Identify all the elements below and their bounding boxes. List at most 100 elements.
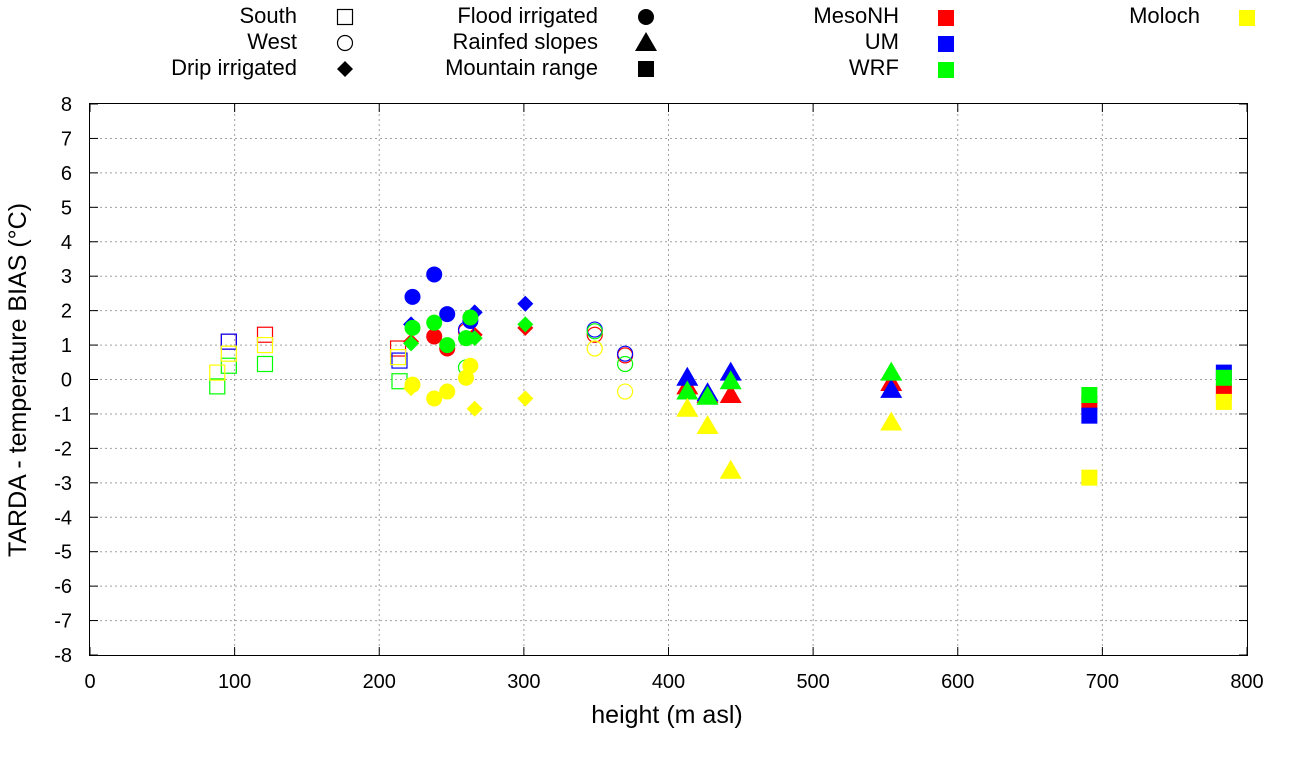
y-tick-label: 4 — [61, 232, 72, 254]
point-wrf-west — [586, 323, 603, 340]
x-axis-title: height (m asl) — [591, 701, 742, 729]
legend-swatch-moloch — [1239, 10, 1255, 26]
point-wrf-flood-irrigated — [439, 337, 456, 354]
y-tick-label: 1 — [61, 335, 72, 357]
legend-marker-flood-irrigated — [638, 9, 654, 25]
legend-marker-drip-irrigated — [337, 61, 353, 77]
point-um-flood-irrigated — [439, 306, 456, 323]
legend-label-rainfed-slopes: Rainfed slopes — [452, 29, 598, 54]
y-tick-label: 2 — [61, 301, 72, 323]
point-wrf-rainfed-slopes — [880, 361, 903, 381]
point-moloch-rainfed-slopes — [880, 411, 903, 431]
y-tick-label: 6 — [61, 163, 72, 185]
y-tick-label: -6 — [54, 576, 72, 598]
x-tick-label: 400 — [652, 671, 685, 693]
legend-swatch-um — [938, 36, 954, 52]
point-moloch-west — [617, 383, 634, 400]
y-tick-label: -4 — [54, 507, 72, 529]
point-moloch-flood-irrigated — [439, 383, 456, 400]
legend-marker-mountain-range — [638, 61, 654, 77]
x-tick-label: 300 — [507, 671, 540, 693]
x-tick-label: 100 — [218, 671, 251, 693]
y-tick-label: -7 — [54, 611, 72, 633]
legend-marker-south — [336, 8, 354, 26]
point-mesonh-south — [256, 326, 274, 343]
point-moloch-rainfed-slopes — [719, 459, 742, 479]
legend-label-mountain-range: Mountain range — [445, 55, 598, 80]
y-tick-label: -2 — [54, 438, 72, 460]
point-um-flood-irrigated — [404, 288, 421, 305]
y-tick-label: -8 — [54, 645, 72, 667]
point-wrf-drip-irrigated — [517, 316, 534, 333]
point-moloch-drip-irrigated — [517, 390, 534, 407]
y-tick-label: -1 — [54, 404, 72, 426]
point-wrf-mountain-range — [1215, 369, 1232, 386]
legend-marker-rainfed-slopes — [635, 32, 657, 51]
point-wrf-west — [617, 355, 634, 373]
point-moloch-flood-irrigated — [458, 369, 475, 386]
point-moloch-mountain-range — [1215, 393, 1232, 410]
point-moloch-south — [220, 345, 237, 362]
ticks: 0 100 200 300 400 500 600 700 800 8 7 6 5 4 3 2 1 0 -1 -2 -3… — [54, 94, 1263, 693]
point-mesonh-south — [220, 333, 237, 350]
point-um-west — [617, 345, 634, 362]
data-points — [209, 266, 1232, 486]
point-moloch-flood-irrigated — [462, 357, 479, 374]
point-moloch-mountain-range — [1081, 469, 1098, 486]
point-wrf-rainfed-slopes — [719, 370, 742, 390]
legend-swatch-mesonh — [938, 10, 954, 26]
y-tick-label: 0 — [61, 370, 72, 392]
y-tick-label: 5 — [61, 197, 72, 219]
x-tick-label: 500 — [796, 671, 829, 693]
point-moloch-flood-irrigated — [404, 376, 421, 393]
y-tick-label: 8 — [61, 94, 72, 116]
point-wrf-rainfed-slopes — [696, 385, 719, 405]
legend-label-um: UM — [865, 29, 899, 54]
x-tick-label: 700 — [1086, 671, 1119, 693]
point-wrf-south — [256, 355, 274, 373]
point-moloch-rainfed-slopes — [696, 414, 719, 434]
y-tick-label: 3 — [61, 266, 72, 288]
legend-label-wrf: WRF — [849, 55, 899, 80]
point-um-drip-irrigated — [517, 295, 534, 312]
point-um-south — [391, 352, 408, 369]
x-tick-label: 800 — [1230, 671, 1263, 693]
point-moloch-flood-irrigated — [426, 390, 443, 407]
legend-label-mesonh: MesoNH — [813, 3, 899, 28]
legend-label-moloch: Moloch — [1129, 3, 1200, 28]
point-moloch-west — [586, 340, 603, 357]
point-moloch-drip-irrigated — [466, 400, 483, 417]
legend-label-south: South — [240, 3, 298, 28]
y-axis-title: TARDA - temperature BIAS (°C) — [4, 203, 32, 557]
point-mesonh-flood-irrigated — [426, 328, 443, 345]
point-moloch-rainfed-slopes — [676, 397, 699, 417]
point-um-flood-irrigated — [426, 266, 443, 283]
point-moloch-south — [256, 336, 274, 354]
x-tick-label: 200 — [363, 671, 396, 693]
point-mesonh-south — [389, 340, 407, 357]
point-wrf-rainfed-slopes — [676, 380, 699, 400]
point-wrf-flood-irrigated — [404, 319, 421, 336]
legend-swatch-wrf — [938, 62, 954, 78]
y-tick-label: -5 — [54, 542, 72, 564]
point-mesonh-west — [586, 326, 603, 343]
point-wrf-drip-irrigated — [403, 335, 420, 352]
point-mesonh-rainfed-slopes — [719, 383, 742, 403]
point-wrf-flood-irrigated — [426, 314, 443, 331]
y-tick-label: -3 — [54, 473, 72, 495]
legend-label-drip-irrigated: Drip irrigated — [171, 55, 297, 80]
grid — [90, 104, 1247, 655]
point-um-rainfed-slopes — [676, 366, 699, 386]
point-um-mountain-range — [1081, 407, 1098, 424]
point-wrf-flood-irrigated — [462, 309, 479, 326]
point-wrf-flood-irrigated — [458, 330, 475, 347]
point-um-south — [220, 333, 237, 350]
point-wrf-south — [209, 378, 226, 395]
x-tick-label: 0 — [84, 671, 95, 693]
point-moloch-south — [209, 364, 226, 381]
x-tick-label: 600 — [941, 671, 974, 693]
legend-label-west: West — [247, 29, 297, 54]
point-wrf-mountain-range — [1081, 386, 1098, 403]
